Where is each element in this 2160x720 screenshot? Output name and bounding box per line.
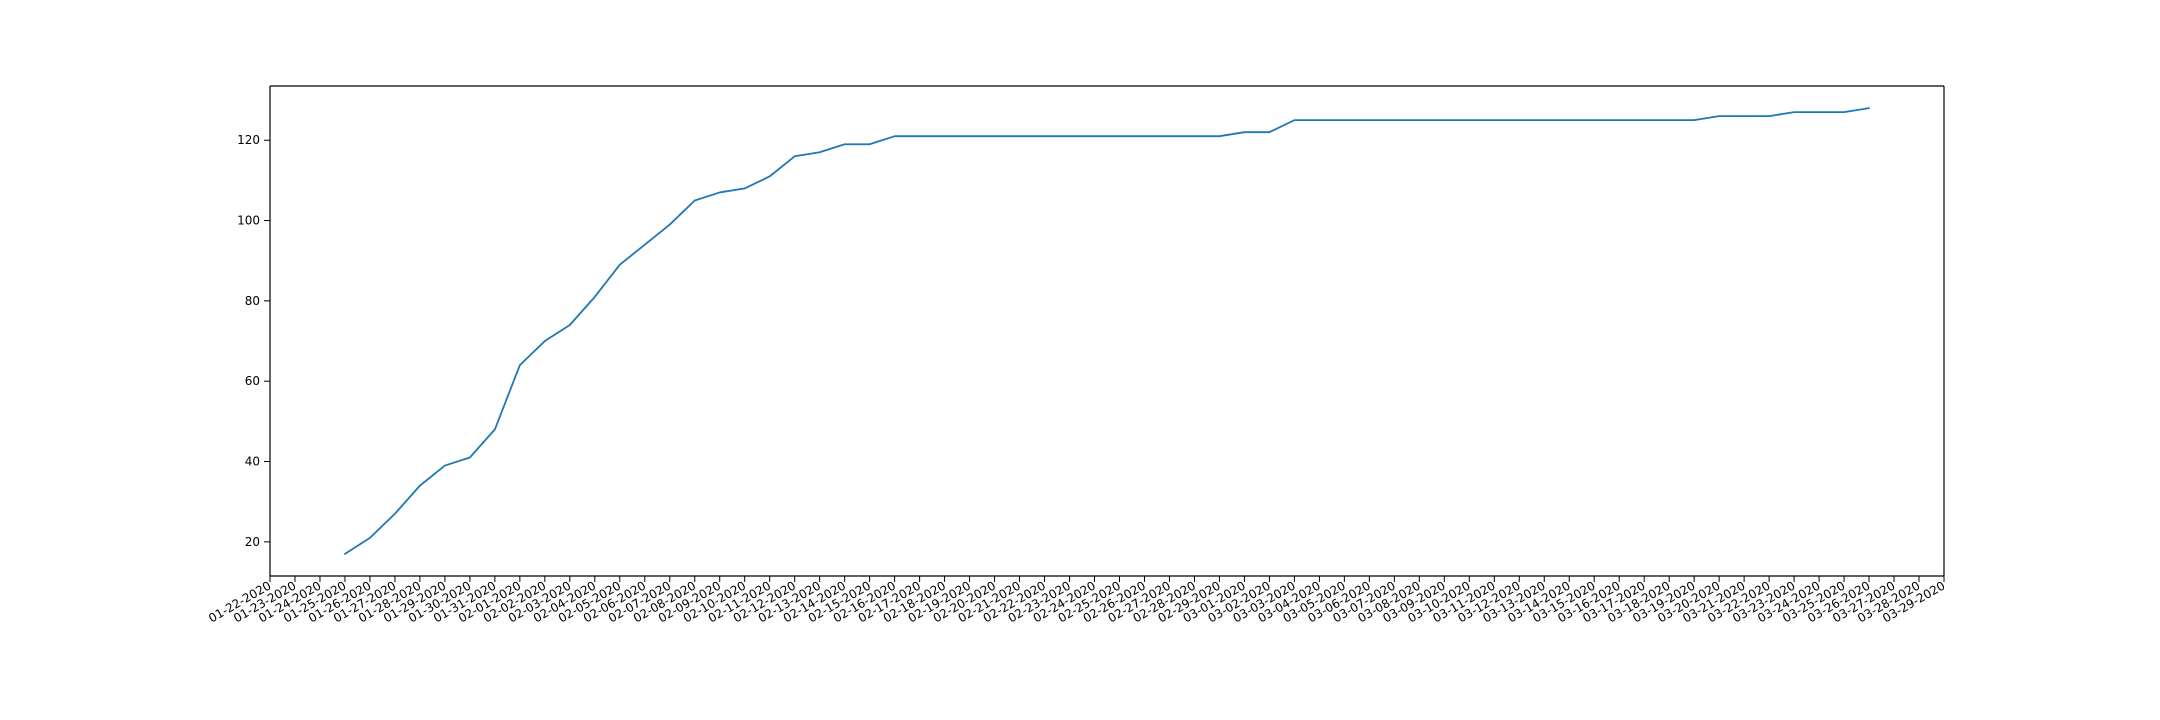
y-tick-label: 40: [245, 455, 260, 469]
plot-area: [270, 86, 1944, 576]
y-tick-label: 120: [237, 133, 260, 147]
series-layer: [344, 107, 1870, 555]
y-tick-label: 80: [245, 294, 260, 308]
series-line-0: [344, 107, 1870, 555]
axes-layer: 2040608010012001-22-202001-23-202001-24-…: [206, 85, 1948, 625]
plot-background: [270, 86, 1944, 576]
y-tick-label: 60: [245, 374, 260, 388]
y-tick-label: 20: [245, 535, 260, 549]
y-tick-label: 100: [237, 214, 260, 228]
